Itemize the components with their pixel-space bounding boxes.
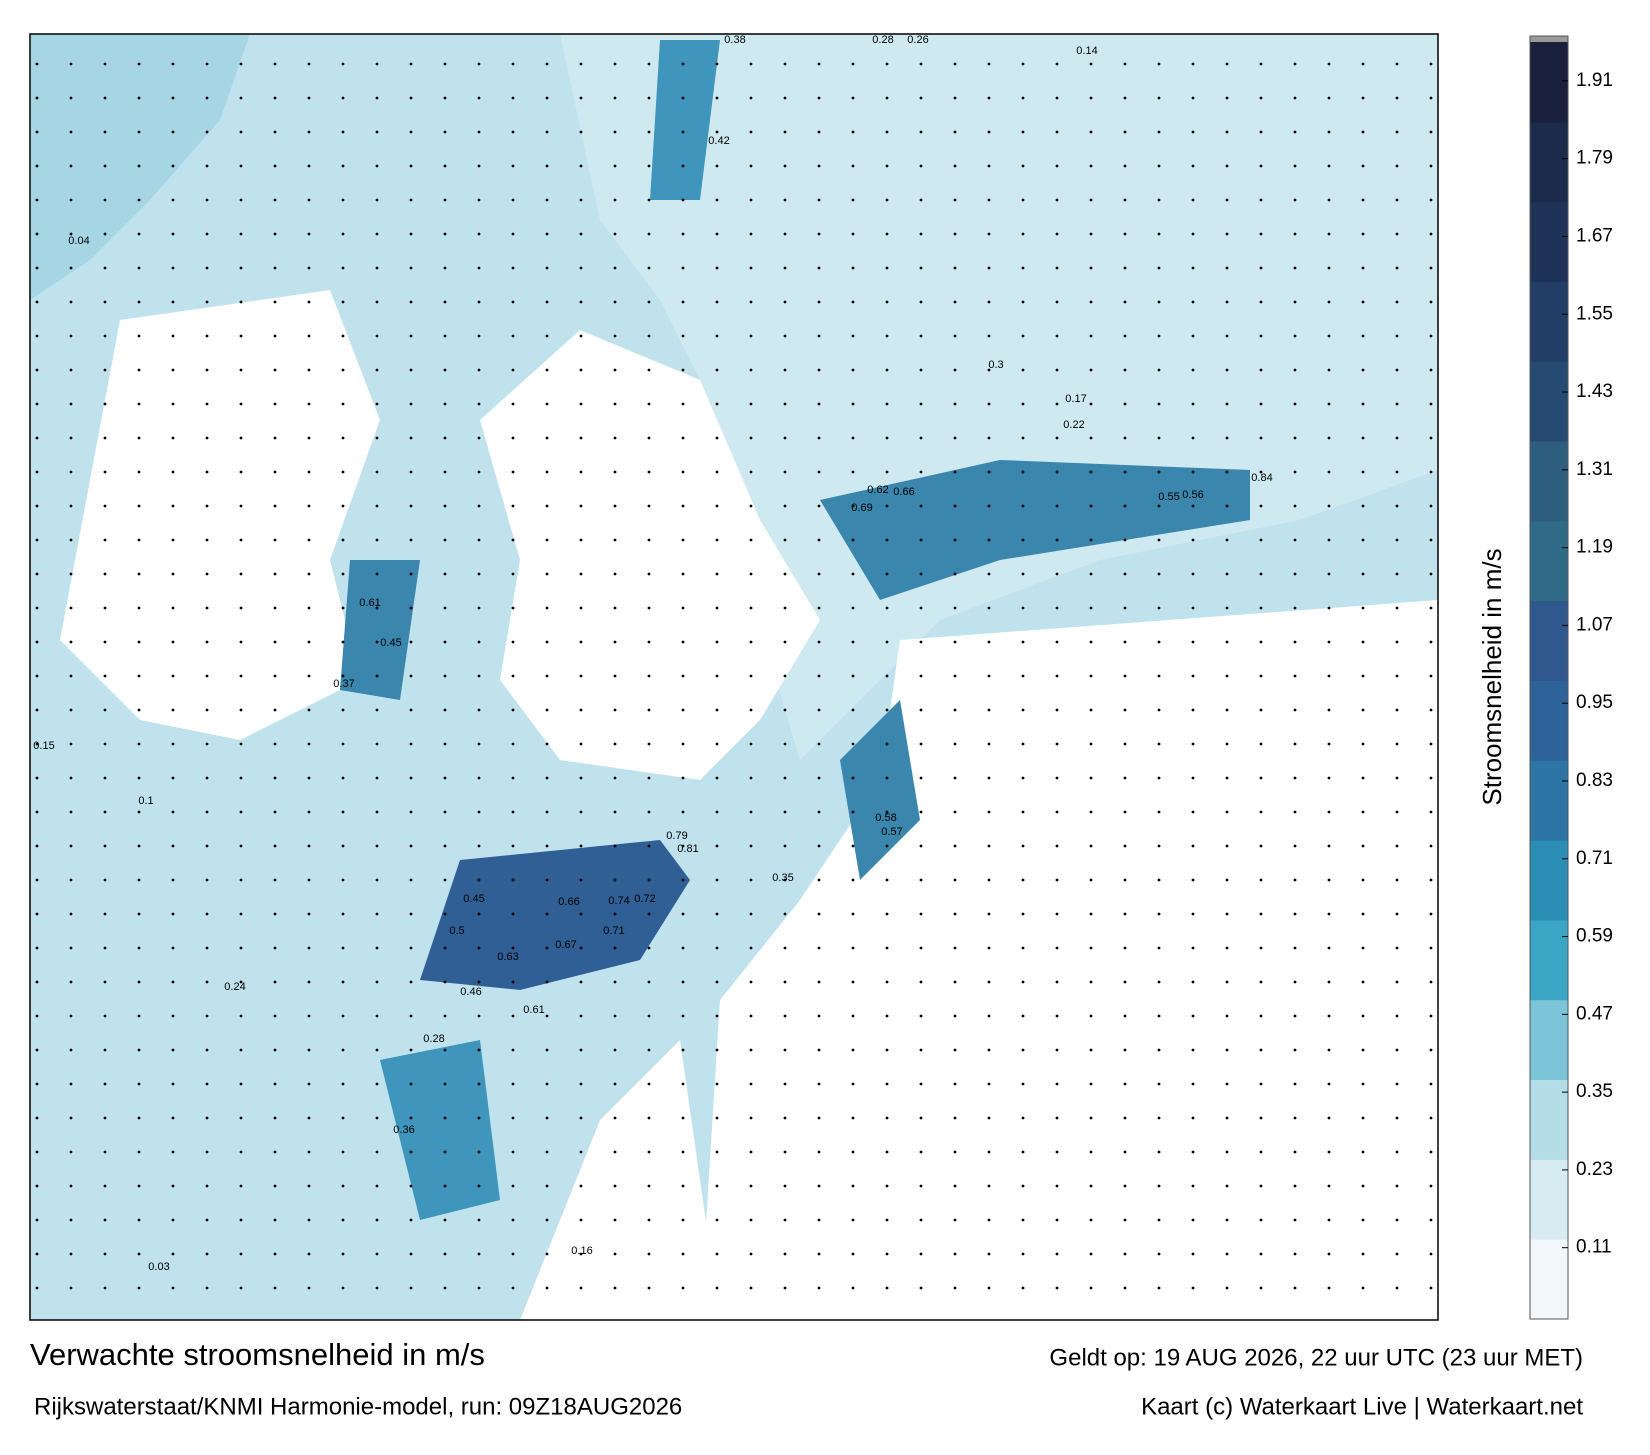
speed-label: 0.16 <box>571 1245 592 1257</box>
subtitle: Rijkswaterstaat/KNMI Harmonie-model, run… <box>34 1393 682 1420</box>
colorbar-tick-label: 0.95 <box>1576 692 1613 713</box>
speed-label: 0.15 <box>33 740 54 752</box>
speed-label: 0.46 <box>460 986 481 998</box>
speed-label: 0.5 <box>449 925 464 937</box>
speed-label: 0.79 <box>666 830 687 842</box>
colorbar-tick-label: 1.31 <box>1576 459 1613 480</box>
colorbar-tick-label: 0.71 <box>1576 848 1613 869</box>
colorbar-band <box>1530 121 1568 203</box>
colorbar-band <box>1530 1239 1568 1320</box>
speed-label: 0.28 <box>872 34 893 46</box>
colorbar-tick-label: 0.35 <box>1576 1081 1613 1102</box>
speed-label: 0.58 <box>875 812 896 824</box>
speed-label: 0.04 <box>68 235 89 247</box>
speed-label: 0.56 <box>1182 489 1203 501</box>
speed-label: 0.66 <box>558 896 579 908</box>
speed-label: 0.81 <box>677 843 698 855</box>
speed-label: 0.28 <box>423 1033 444 1045</box>
colorbar-tick-label: 1.55 <box>1576 303 1613 324</box>
speed-label: 0.36 <box>393 1124 414 1136</box>
colorbar-tick-label: 1.79 <box>1576 148 1613 169</box>
credit: Kaart (c) Waterkaart Live | Waterkaart.n… <box>1141 1393 1583 1420</box>
colorbar-band <box>1530 441 1568 522</box>
speed-label: 0.17 <box>1065 393 1086 405</box>
speed-label: 0.45 <box>463 893 484 905</box>
colorbar-band <box>1530 361 1568 442</box>
title: Verwachte stroomsnelheid in m/s <box>30 1337 485 1372</box>
colorbar: 0.11 0.23 0.35 0.47 0.59 0.71 0.83 0.95 1.07 1.19… <box>1529 35 1613 1320</box>
colorbar-band <box>1530 840 1568 921</box>
speed-label: 0.74 <box>608 895 629 907</box>
colorbar-band <box>1530 1079 1568 1160</box>
colorbar-band <box>1530 919 1568 1001</box>
speed-label: 0.45 <box>380 637 401 649</box>
colorbar-band <box>1530 42 1568 123</box>
colorbar-band <box>1530 760 1568 841</box>
speed-label: 0.14 <box>1076 45 1097 57</box>
speed-label: 0.61 <box>523 1004 544 1016</box>
map-labels: 0.790.81 0.72 0.74 0.71 0.66 0.67 0.63 0.61 0.69… <box>33 34 1272 1273</box>
speed-label: 0.67 <box>555 939 576 951</box>
speed-label: 0.61 <box>359 597 380 609</box>
colorbar-tick-label: 0.11 <box>1576 1237 1612 1258</box>
colorbar-tick-label: 0.83 <box>1576 770 1613 791</box>
speed-label: 0.37 <box>333 678 354 690</box>
colorbar-tick-label: 0.47 <box>1576 1003 1613 1024</box>
colorbar-tick-label: 1.19 <box>1576 537 1613 558</box>
colorbar-band <box>1530 201 1568 282</box>
speed-label: 0.84 <box>1251 472 1272 484</box>
map-frame <box>29 33 1439 1321</box>
colorbar-band <box>1530 680 1568 761</box>
speed-label: 0.3 <box>988 359 1003 371</box>
speed-label: 0.42 <box>708 135 729 147</box>
colorbar-tick-label: 0.23 <box>1576 1159 1613 1180</box>
speed-label: 0.03 <box>148 1261 169 1273</box>
colorbar-band <box>1530 1159 1568 1240</box>
speed-label: 0.72 <box>634 893 655 905</box>
map <box>30 34 1438 1320</box>
colorbar-frame <box>1529 35 1569 1320</box>
colorbar-band <box>1530 999 1568 1081</box>
colorbar-tick-label: 1.43 <box>1576 381 1613 402</box>
colorbar-cap <box>1530 36 1568 42</box>
speed-label: 0.63 <box>497 951 518 963</box>
speed-label: 0.1 <box>138 795 153 807</box>
speed-label: 0.24 <box>224 981 245 993</box>
colorbar-label: Stroomsnelheid in m/s <box>1477 548 1507 805</box>
colorbar-tick-label: 1.07 <box>1576 614 1613 635</box>
colorbar-band <box>1530 281 1568 362</box>
speed-label: 0.66 <box>893 486 914 498</box>
colorbar-tick-label: 1.67 <box>1576 225 1613 246</box>
speed-label: 0.38 <box>724 34 745 46</box>
speed-label: 0.26 <box>907 34 928 46</box>
speed-label: 0.55 <box>1158 491 1179 503</box>
colorbar-band <box>1530 520 1568 602</box>
colorbar-tick-label: 1.91 <box>1576 70 1613 91</box>
speed-label: 0.71 <box>603 925 624 937</box>
colorbar-band <box>1530 600 1568 681</box>
speed-label: 0.69 <box>851 502 872 514</box>
speed-label: 0.57 <box>881 826 902 838</box>
speed-label: 0.22 <box>1063 419 1084 431</box>
valid-time: Geldt op: 19 AUG 2026, 22 uur UTC (23 uu… <box>1049 1344 1583 1371</box>
colorbar-tick-label: 0.59 <box>1576 926 1613 947</box>
speed-label: 0.35 <box>772 872 793 884</box>
speed-label: 0.62 <box>867 484 888 496</box>
